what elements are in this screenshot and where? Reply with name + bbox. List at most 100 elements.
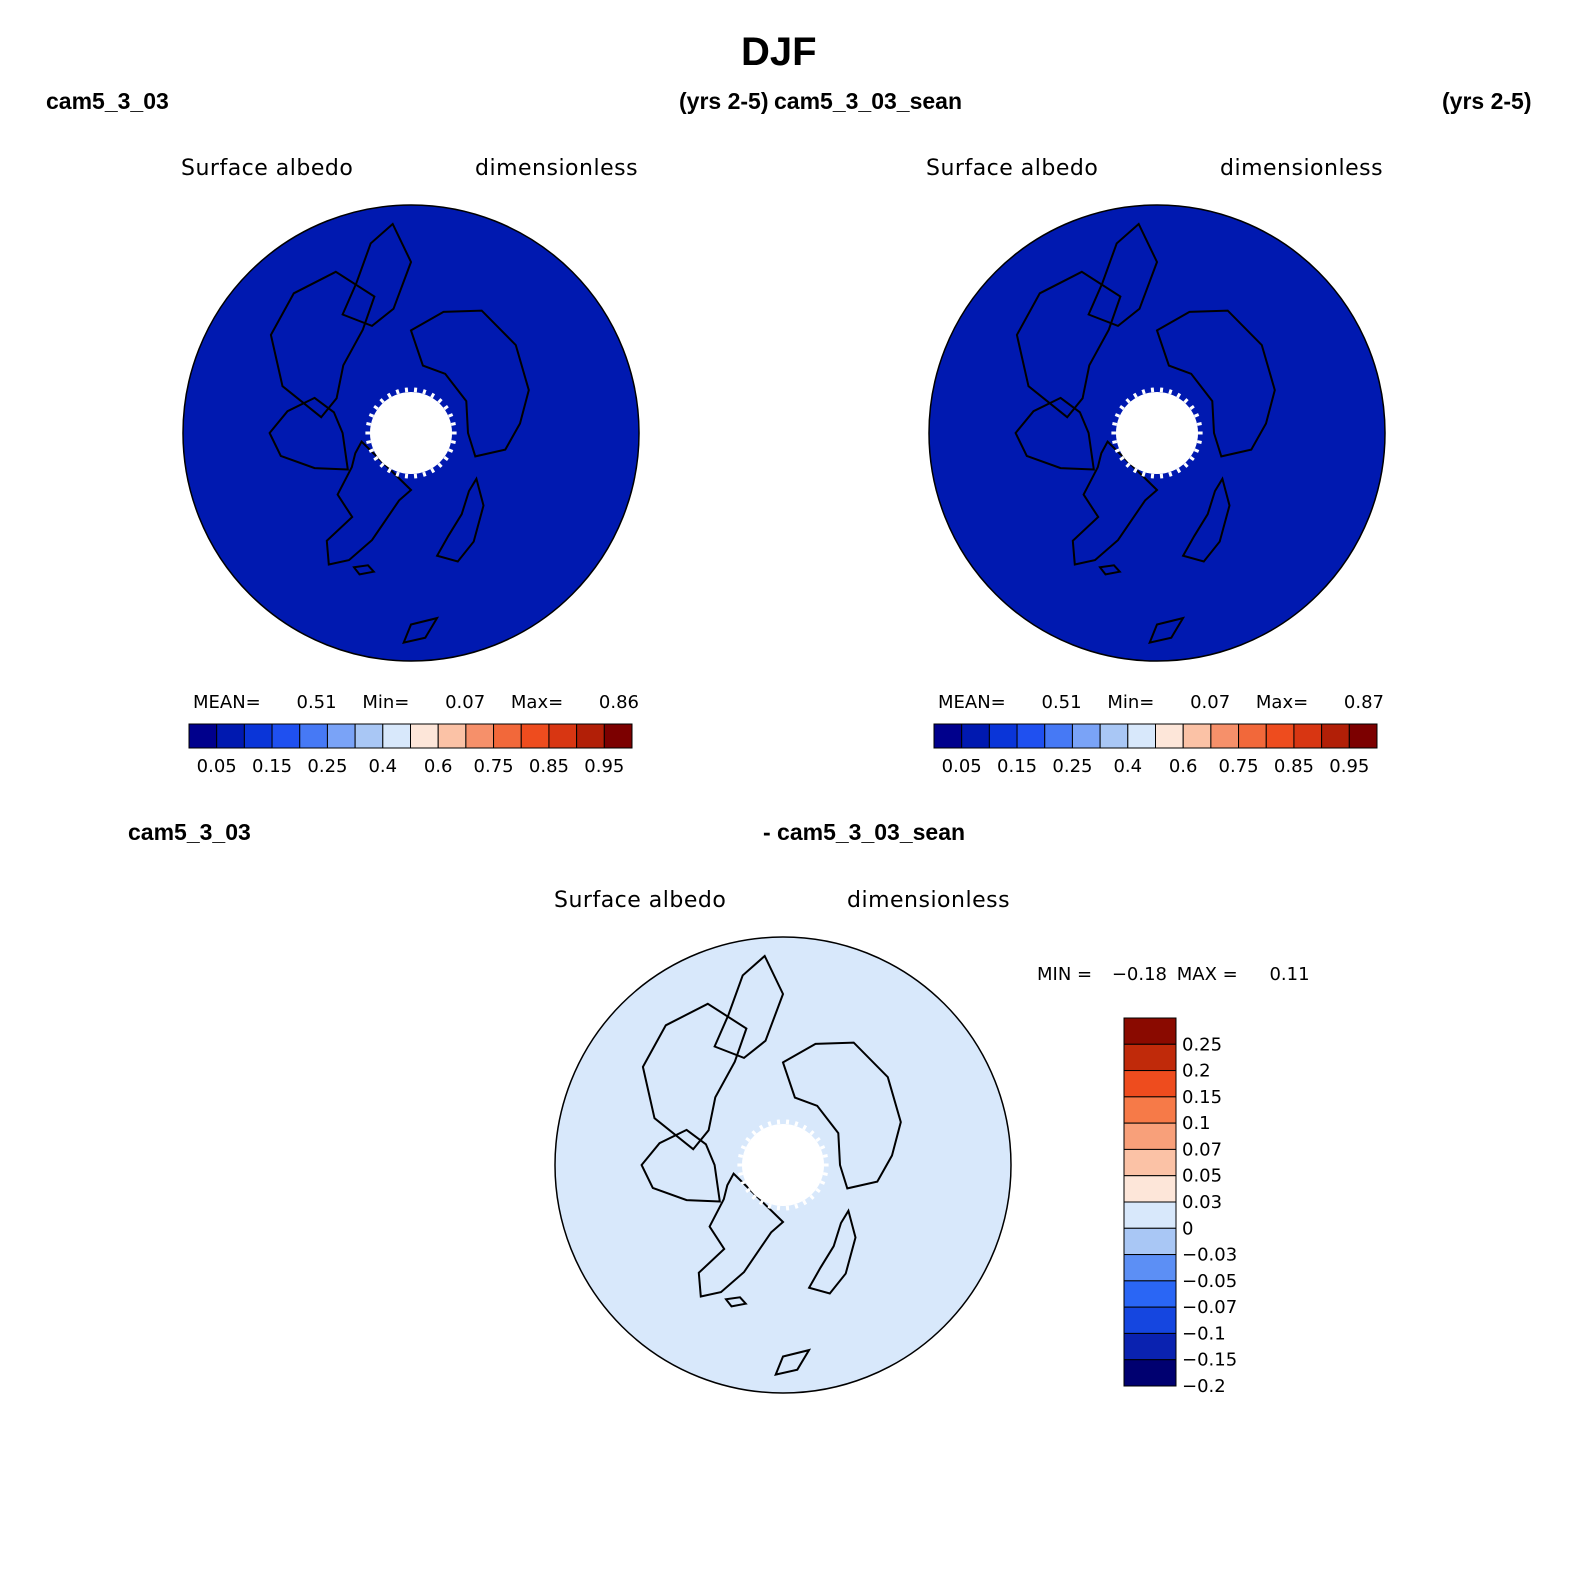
diff-pole-tick — [822, 1154, 828, 1158]
diff-cb-swatch — [1123, 1359, 1177, 1387]
diff-coastline-1 — [640, 1128, 721, 1203]
diff-cb-swatch — [1123, 1122, 1177, 1150]
panel1-cb-swatch — [326, 723, 356, 749]
panel2-pole-tick — [1196, 440, 1202, 444]
panel2-pole-tick — [1193, 413, 1200, 418]
diff-min: −0.18 — [1111, 964, 1168, 985]
panel2-cb-tick-label: 0.85 — [1274, 756, 1314, 777]
panel2-cb-swatch — [1210, 723, 1240, 749]
panel2-pole-tick — [1112, 440, 1118, 444]
panel2-pole-tick — [1125, 462, 1131, 468]
diff-cb-swatch — [1123, 1332, 1177, 1361]
diff-pole-tick — [815, 1136, 821, 1143]
panel2-cb-swatch — [988, 723, 1018, 749]
diff-pole-tick — [751, 1130, 757, 1136]
panel1-pole-tick — [443, 455, 449, 462]
diff-max-label: MAX = — [1176, 964, 1238, 985]
diff-colorbar: 0.25 0.2 0.15 0.1 0.07 0.05 0.03 0 −0.03 −0.05 −0.… — [1123, 1017, 1237, 1394]
diff-cb-swatch — [1123, 1096, 1177, 1124]
diff-pole-tick — [819, 1180, 826, 1185]
panel1-pole-tick — [450, 422, 456, 426]
panel1-cb-tick-label: 0.95 — [584, 756, 624, 777]
panel1-pole-tick — [379, 462, 385, 468]
diff-cb-swatch — [1123, 1175, 1177, 1203]
panel2-cb-swatch — [1293, 723, 1323, 749]
panel2-cb-swatch — [1155, 723, 1184, 749]
panel2-units: dimensionless — [1220, 156, 1384, 181]
panel2-pole-tick — [1119, 455, 1125, 462]
panel1-stats: MEAN= 0.51 Min= 0.07 Max= 0.86 — [193, 692, 639, 713]
panel2-pole-tick — [1141, 471, 1146, 477]
panel2-coastline-0 — [1071, 440, 1159, 566]
panel1-pole-tick — [395, 471, 400, 477]
panel1-max: 0.86 — [598, 692, 639, 713]
panel2-cb-swatch — [1071, 723, 1101, 749]
diff-map — [554, 936, 1012, 1394]
diff-min-label: MIN = — [1037, 964, 1093, 985]
panel2-max: 0.87 — [1343, 692, 1384, 713]
panel2-cb-tick-label: 0.4 — [1113, 756, 1142, 777]
diff-cb-swatch — [1123, 1306, 1177, 1334]
diff-pole-tick — [758, 1124, 764, 1131]
panel2-cb-swatch — [1348, 723, 1378, 749]
panel2-pole-tick — [1176, 392, 1182, 399]
diff-case-label: cam5_3_03 — [128, 819, 251, 845]
diff-pole-tick — [738, 1172, 744, 1176]
diff-pole-tick — [767, 1203, 772, 1209]
panel1-cb-swatch — [465, 723, 495, 749]
diff-pole-tick — [740, 1145, 747, 1150]
panel1-cb-swatch — [243, 723, 273, 749]
diff-pole-tick — [738, 1154, 744, 1158]
panel1-pole-tick — [437, 398, 443, 404]
diff-cb-tick-label: 0.05 — [1182, 1166, 1222, 1187]
panel1-cb-swatch — [299, 723, 328, 749]
diff-pole-tick — [809, 1194, 815, 1200]
diff-pole-tick — [794, 1203, 799, 1209]
panel1-cb-tick-label: 0.15 — [252, 756, 292, 777]
panel2-years-label: (yrs 2-5) — [1442, 88, 1532, 114]
panel1-variable: Surface albedo — [181, 156, 354, 181]
diff-cb-tick-label: 0.15 — [1182, 1087, 1222, 1108]
panel2-cb-tick-label: 0.05 — [942, 756, 982, 777]
diff-cb-tick-label: −0.07 — [1182, 1297, 1237, 1318]
panel2-pole-tick — [1119, 404, 1125, 411]
panel1-pole-tick — [395, 389, 400, 395]
panel2-boundary — [928, 204, 1386, 662]
panel2-cb-swatch — [1321, 723, 1350, 749]
diff-cb-tick-label: −0.1 — [1182, 1323, 1226, 1344]
panel1-units: dimensionless — [475, 156, 639, 181]
panel1-pole-tick — [368, 413, 375, 418]
panel2-stats: MEAN= 0.51 Min= 0.07 Max= 0.87 — [938, 692, 1384, 713]
panel2-cb-swatch — [1127, 723, 1156, 749]
diff-pole-tick — [822, 1172, 828, 1176]
panel2-coastline-5 — [1181, 476, 1231, 563]
panel2-cb-swatch — [933, 723, 963, 749]
panel1-pole-tick — [450, 440, 456, 444]
panel1-cb-swatch — [354, 723, 384, 749]
panel2-pole-tick — [1189, 404, 1195, 411]
panel2-cb-swatch — [1016, 723, 1046, 749]
panel1-cb-swatch — [410, 723, 439, 749]
diff-cb-swatch — [1123, 1043, 1177, 1072]
diff-pole-tick — [802, 1124, 808, 1131]
diff-pole-tick — [745, 1136, 751, 1143]
diff-pole-tick — [751, 1194, 757, 1200]
panel2-mean-label: MEAN= — [938, 692, 1006, 713]
panel1-cb-swatch — [382, 723, 411, 749]
diff-pole-tick — [819, 1145, 826, 1150]
panel2-cb-tick-label: 0.15 — [997, 756, 1037, 777]
panel1-pole-tick — [386, 467, 392, 474]
panel2-variable: Surface albedo — [926, 156, 1099, 181]
panel2-cb-swatch — [1182, 723, 1212, 749]
panel1-pole-tick — [366, 440, 372, 444]
diff-max: 0.11 — [1269, 964, 1310, 985]
panel2-cb-tick-label: 0.25 — [1052, 756, 1092, 777]
diff-pole-tick — [740, 1180, 747, 1185]
diff-pole-tick — [815, 1187, 821, 1194]
panel1-colorbar: 0.05 0.15 0.25 0.4 0.6 0.75 0.85 0.95 — [188, 723, 633, 777]
diff-coastline-4 — [781, 1041, 902, 1190]
panel1-cb-swatch — [603, 723, 633, 749]
panel2-cb-swatch — [1238, 723, 1267, 749]
panel1-years-label: (yrs 2-5) — [679, 88, 769, 114]
panel2-pole-tick — [1196, 422, 1202, 426]
